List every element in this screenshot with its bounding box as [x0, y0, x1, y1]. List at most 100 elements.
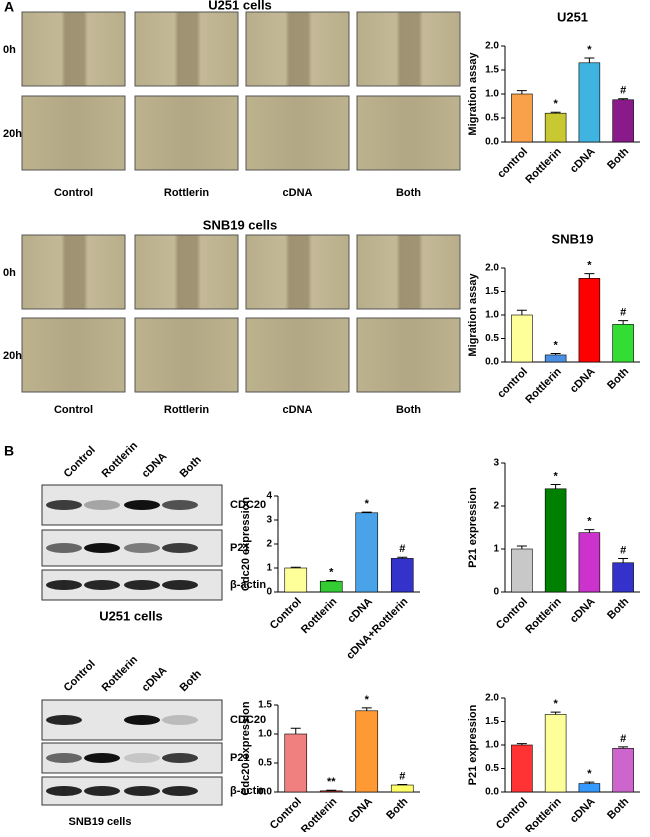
error-bar: [516, 309, 527, 315]
x-tick-label: Control: [268, 796, 304, 832]
blot-caption: SNB19 cells: [69, 816, 132, 828]
error-bar: [550, 111, 561, 114]
band: [84, 580, 120, 590]
blot-row-label: β-actin: [230, 785, 266, 797]
y-tick-label: 1: [266, 563, 272, 574]
error-bar: [550, 711, 561, 715]
error-bar: [516, 545, 527, 549]
chart-title: U251: [557, 9, 588, 24]
bar: [284, 567, 308, 593]
band: [162, 543, 198, 553]
bar: [390, 784, 414, 793]
micrograph: [21, 95, 126, 171]
x-tick-label: cDNA: [568, 146, 598, 176]
micrograph: [245, 95, 350, 171]
significance: *: [587, 768, 592, 780]
blot-row-label: CDC20: [230, 499, 266, 511]
significance: #: [620, 733, 626, 745]
band: [162, 500, 198, 510]
bar: [355, 512, 379, 593]
y-tick-label: 0.0: [485, 357, 499, 368]
y-axis-label: Cdc20 expression: [240, 701, 252, 795]
band: [124, 500, 160, 510]
lane-label: Control: [62, 658, 98, 694]
error-bar: [618, 746, 629, 749]
x-tick-label: Both: [384, 795, 410, 821]
significance: *: [587, 44, 592, 56]
error-bar: [326, 789, 337, 791]
y-tick-label: 2.0: [485, 41, 499, 52]
significance: *: [553, 470, 558, 482]
significance: #: [399, 770, 405, 782]
band: [124, 580, 160, 590]
significance: #: [620, 544, 626, 556]
blot-row-label: β-actin: [230, 579, 266, 591]
micrograph: [134, 11, 239, 87]
micrograph: [245, 234, 350, 310]
chart-title: SNB19: [552, 231, 594, 246]
bar: [319, 580, 343, 593]
panel-title: SNB19 cells: [203, 217, 277, 232]
error-bar: [584, 273, 595, 279]
error-bar: [618, 320, 629, 325]
bar: [511, 314, 533, 363]
bar: [544, 112, 567, 143]
error-bar: [361, 511, 372, 513]
band: [46, 580, 82, 590]
bar: [355, 710, 379, 793]
x-tick-label: Both: [605, 365, 631, 391]
significance: *: [365, 498, 370, 510]
band: [124, 753, 160, 763]
band: [162, 715, 198, 725]
error-bar: [618, 557, 629, 563]
x-tick-label: Both: [605, 595, 631, 621]
error-bar: [584, 781, 595, 784]
error-bar: [290, 566, 301, 568]
y-tick-label: 3: [266, 515, 272, 526]
significance: **: [327, 776, 336, 788]
bar: [511, 548, 533, 593]
y-tick-label: 1.5: [485, 286, 499, 297]
column-label: Control: [54, 187, 93, 199]
significance: *: [553, 339, 558, 351]
band: [84, 543, 120, 553]
x-tick-label: Both: [605, 795, 631, 821]
bar: [544, 714, 567, 793]
error-bar: [550, 484, 561, 489]
x-tick-label: cDNA: [345, 596, 375, 626]
y-tick-label: 3: [493, 458, 499, 469]
x-tick-label: cDNA: [345, 796, 375, 826]
column-label: cDNA: [283, 187, 313, 199]
band: [46, 753, 82, 763]
error-bar: [326, 579, 337, 582]
x-tick-label: Both: [605, 145, 631, 171]
y-tick-label: 2: [493, 501, 499, 512]
band: [46, 543, 82, 553]
band: [162, 580, 198, 590]
band: [84, 753, 120, 763]
bar: [612, 324, 634, 363]
y-tick-label: 0.0: [485, 787, 499, 798]
panel-label: B: [4, 443, 14, 459]
lane-label: Rottlerin: [100, 440, 141, 481]
error-bar: [618, 98, 629, 100]
micrograph: [356, 11, 461, 87]
x-tick-label: cDNA: [568, 366, 598, 396]
y-tick-label: 2: [266, 539, 272, 550]
x-tick-label: Rottlerin: [299, 596, 340, 637]
y-tick-label: 0.5: [258, 758, 272, 769]
bar: [612, 562, 634, 593]
micrograph: [245, 11, 350, 87]
y-tick-label: 1.0: [485, 89, 499, 100]
micrograph: [356, 95, 461, 171]
y-tick-label: 1.5: [258, 700, 272, 711]
time-label: 0h: [3, 267, 16, 279]
column-label: Rottlerin: [164, 404, 210, 416]
blot-row-label: P21: [230, 752, 250, 764]
significance: *: [329, 566, 334, 578]
micrograph: [245, 317, 350, 393]
x-tick-label: cDNA: [568, 796, 598, 826]
y-tick-label: 0.5: [485, 763, 499, 774]
error-bar: [550, 353, 561, 355]
y-tick-label: 0.5: [485, 113, 499, 124]
